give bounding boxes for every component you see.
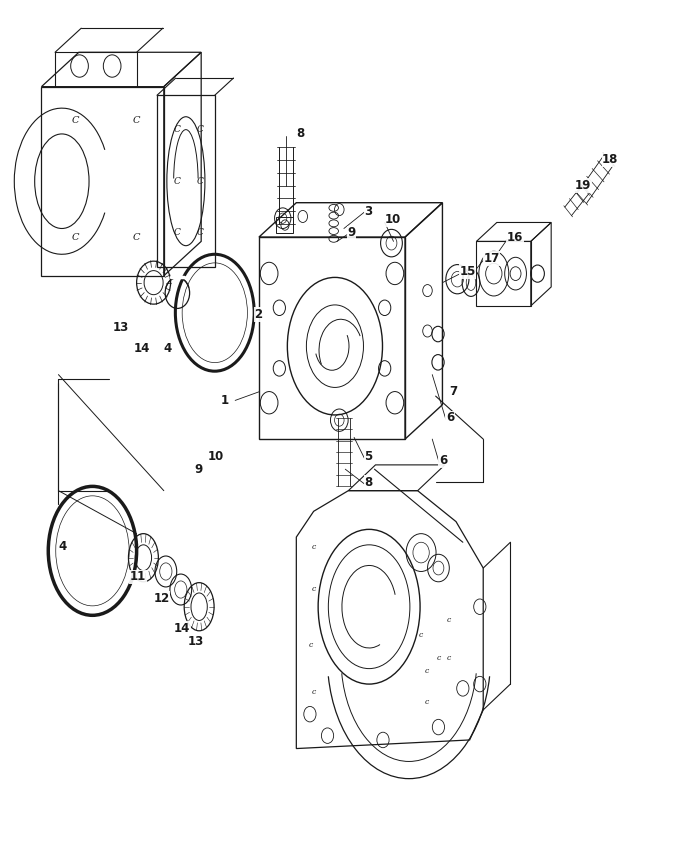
Text: c: c (437, 654, 441, 662)
Text: 10: 10 (208, 449, 224, 463)
Text: 5: 5 (364, 449, 373, 463)
Text: C: C (133, 233, 140, 243)
Text: C: C (72, 233, 79, 243)
Text: c: c (311, 585, 315, 592)
Text: c: c (311, 688, 315, 696)
Text: C: C (174, 177, 180, 186)
Text: C: C (197, 177, 204, 186)
Text: c: c (424, 667, 428, 675)
Text: 6: 6 (446, 411, 454, 424)
Text: c: c (311, 543, 315, 551)
Text: 15: 15 (460, 265, 476, 278)
Text: 16: 16 (507, 231, 524, 244)
Text: 10: 10 (385, 214, 401, 226)
Text: 8: 8 (364, 475, 373, 488)
Text: 4: 4 (164, 343, 172, 356)
Text: 14: 14 (133, 343, 150, 356)
Text: 6: 6 (439, 454, 447, 467)
Text: C: C (174, 125, 180, 134)
Text: C: C (174, 228, 180, 238)
Text: 11: 11 (130, 570, 146, 583)
Text: C: C (133, 116, 140, 125)
Text: 14: 14 (174, 622, 191, 635)
Text: 7: 7 (449, 386, 458, 399)
Text: 17: 17 (484, 252, 499, 265)
Text: 12: 12 (154, 592, 170, 604)
Text: c: c (309, 641, 313, 649)
Text: 2: 2 (254, 308, 262, 321)
Text: C: C (197, 228, 204, 238)
Text: 13: 13 (187, 635, 204, 647)
Text: 1: 1 (220, 394, 228, 407)
Text: 8: 8 (296, 127, 304, 140)
Text: C: C (72, 116, 79, 125)
Text: c: c (447, 616, 451, 623)
Text: C: C (197, 125, 204, 134)
Text: 4: 4 (59, 540, 67, 553)
Text: 9: 9 (347, 226, 355, 239)
Text: c: c (424, 698, 428, 706)
Text: 9: 9 (194, 462, 203, 475)
Text: 18: 18 (602, 153, 618, 166)
Text: 13: 13 (113, 321, 129, 334)
Text: c: c (419, 631, 423, 639)
Text: 19: 19 (575, 179, 591, 192)
Text: c: c (447, 654, 451, 662)
Text: 3: 3 (364, 205, 373, 218)
